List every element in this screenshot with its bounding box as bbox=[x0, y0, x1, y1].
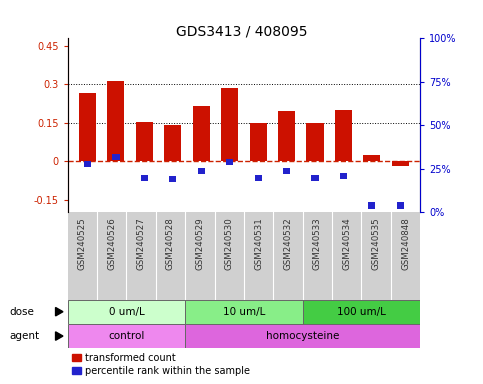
Bar bbox=[68, 300, 185, 324]
Bar bbox=[397, 202, 404, 209]
Legend: transformed count, percentile rank within the sample: transformed count, percentile rank withi… bbox=[72, 353, 250, 376]
Text: GDS3413 / 408095: GDS3413 / 408095 bbox=[176, 25, 307, 39]
Bar bbox=[278, 111, 295, 161]
Text: GSM240534: GSM240534 bbox=[342, 218, 351, 270]
Text: 10 um/L: 10 um/L bbox=[223, 307, 265, 317]
Bar bbox=[303, 300, 420, 324]
Text: GSM240529: GSM240529 bbox=[195, 218, 204, 270]
Bar bbox=[392, 161, 409, 166]
Text: GSM240532: GSM240532 bbox=[284, 218, 293, 270]
Bar bbox=[198, 168, 205, 174]
Bar bbox=[369, 202, 375, 209]
Bar bbox=[193, 106, 210, 161]
Bar bbox=[255, 175, 262, 181]
Bar bbox=[84, 161, 91, 167]
Text: GSM240531: GSM240531 bbox=[254, 218, 263, 270]
Bar bbox=[169, 176, 176, 182]
Bar bbox=[113, 154, 119, 160]
Bar bbox=[185, 324, 420, 348]
Bar bbox=[164, 125, 181, 161]
Bar bbox=[107, 81, 125, 161]
Text: GSM240848: GSM240848 bbox=[401, 218, 410, 270]
Bar bbox=[79, 93, 96, 161]
Text: GSM240530: GSM240530 bbox=[225, 218, 234, 270]
Text: GSM240535: GSM240535 bbox=[371, 218, 381, 270]
Bar bbox=[283, 168, 290, 174]
Bar bbox=[250, 123, 267, 161]
Bar bbox=[226, 159, 233, 165]
Text: dose: dose bbox=[10, 307, 35, 317]
Text: GSM240533: GSM240533 bbox=[313, 218, 322, 270]
Text: 0 um/L: 0 um/L bbox=[109, 307, 144, 317]
Text: GSM240525: GSM240525 bbox=[78, 218, 87, 270]
Bar bbox=[312, 175, 319, 181]
Bar bbox=[68, 324, 185, 348]
Text: GSM240528: GSM240528 bbox=[166, 218, 175, 270]
Bar bbox=[363, 155, 381, 161]
Bar bbox=[307, 123, 324, 161]
Text: agent: agent bbox=[10, 331, 40, 341]
Text: 100 um/L: 100 um/L bbox=[337, 307, 386, 317]
Bar bbox=[335, 110, 352, 161]
Text: GSM240526: GSM240526 bbox=[107, 218, 116, 270]
Bar bbox=[340, 173, 347, 179]
Bar bbox=[185, 300, 303, 324]
Bar bbox=[221, 88, 238, 161]
Text: homocysteine: homocysteine bbox=[266, 331, 340, 341]
Text: GSM240527: GSM240527 bbox=[137, 218, 145, 270]
Bar bbox=[141, 175, 148, 181]
Text: control: control bbox=[108, 331, 144, 341]
Bar bbox=[136, 122, 153, 161]
